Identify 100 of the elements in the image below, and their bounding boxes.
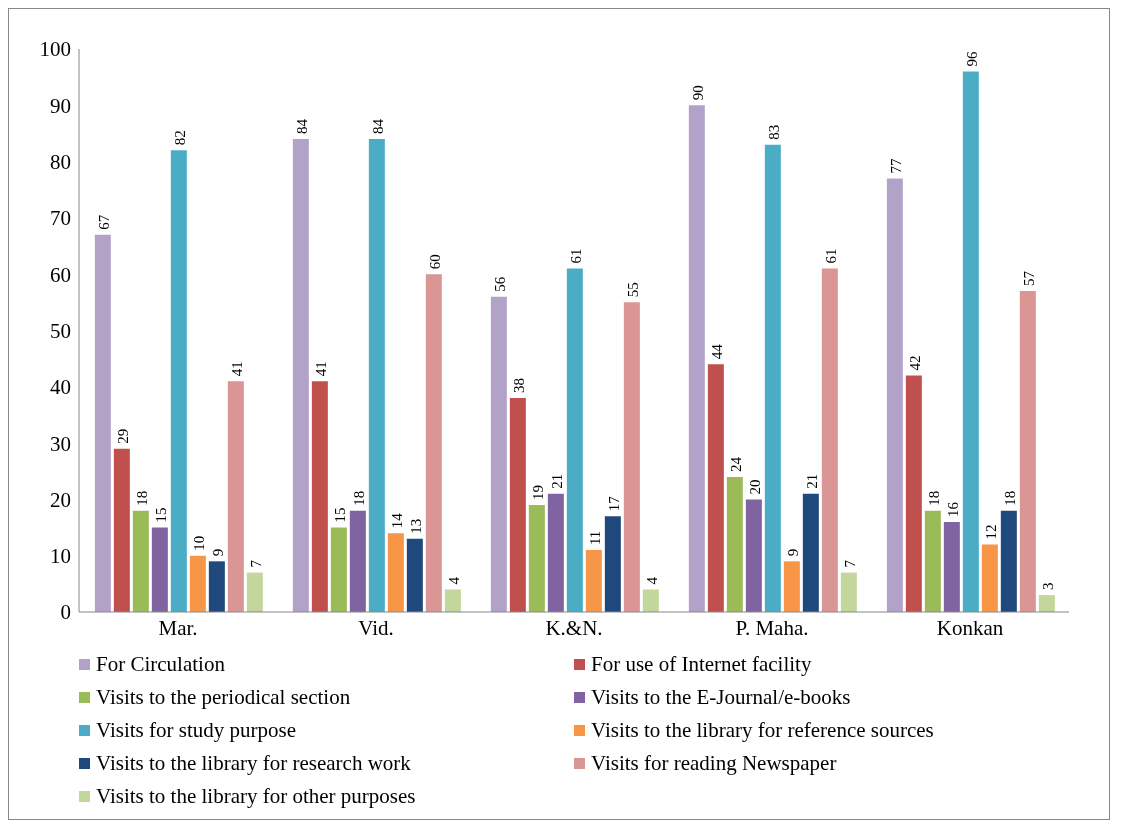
x-tick-label: Konkan — [936, 615, 1004, 640]
bar — [208, 561, 225, 612]
legend-label: Visits to the library for other purposes — [96, 784, 416, 809]
bar — [783, 561, 800, 612]
data-label: 61 — [822, 248, 839, 264]
bar — [330, 527, 347, 612]
data-label: 12 — [982, 524, 999, 540]
data-label: 55 — [624, 282, 641, 298]
data-label: 57 — [1020, 270, 1037, 287]
data-label: 16 — [944, 501, 961, 517]
bar — [585, 550, 602, 612]
bar — [707, 364, 724, 612]
data-label: 15 — [331, 507, 348, 523]
bar — [189, 555, 206, 612]
data-label: 14 — [388, 512, 405, 529]
data-label: 56 — [491, 276, 508, 292]
bar — [981, 544, 998, 612]
data-label: 15 — [152, 507, 169, 523]
data-label: 9 — [784, 548, 801, 557]
data-label: 7 — [841, 559, 858, 568]
data-label: 9 — [209, 548, 226, 557]
data-label: 61 — [567, 248, 584, 264]
data-label: 11 — [586, 530, 603, 546]
bar — [566, 268, 583, 612]
bar — [623, 302, 640, 612]
x-tick-label: P. Maha. — [735, 615, 809, 640]
bar — [425, 274, 442, 612]
bar — [490, 296, 507, 612]
data-label: 38 — [510, 378, 527, 394]
data-label: 18 — [350, 490, 367, 506]
bar — [547, 493, 564, 612]
bar — [509, 398, 526, 612]
bar — [764, 144, 781, 612]
x-tick-label: Mar. — [158, 615, 198, 640]
data-label: 13 — [407, 518, 424, 534]
bar — [227, 381, 244, 612]
legend-label: Visits to the periodical section — [96, 685, 351, 710]
data-label: 21 — [803, 473, 820, 489]
y-tick-label: 100 — [39, 37, 71, 62]
bar — [821, 268, 838, 612]
bar — [170, 150, 187, 612]
data-label: 41 — [312, 361, 329, 377]
bar — [745, 499, 762, 612]
data-label: 19 — [529, 485, 546, 501]
data-label: 90 — [689, 85, 706, 101]
bar — [886, 178, 903, 612]
bar — [688, 105, 705, 612]
legend-label: For Circulation — [96, 652, 225, 677]
data-label: 18 — [1001, 490, 1018, 506]
data-label: 77 — [887, 157, 904, 174]
x-tick-label: Vid. — [358, 615, 394, 640]
data-label: 84 — [369, 118, 386, 135]
y-tick-label: 10 — [50, 544, 71, 569]
bar — [444, 589, 461, 612]
y-tick-label: 30 — [50, 431, 71, 456]
bar — [642, 589, 659, 612]
bar — [246, 572, 263, 612]
bar — [387, 533, 404, 612]
bar — [292, 139, 309, 612]
data-label: 7 — [247, 559, 264, 568]
data-label: 21 — [548, 473, 565, 489]
bar — [1000, 510, 1017, 612]
data-label: 18 — [133, 490, 150, 506]
bar — [604, 516, 621, 612]
y-tick-label: 70 — [50, 206, 71, 231]
bar — [151, 527, 168, 612]
bar — [802, 493, 819, 612]
bar — [905, 375, 922, 612]
data-label: 84 — [293, 118, 310, 135]
y-tick-label: 90 — [50, 93, 71, 118]
y-tick-label: 80 — [50, 150, 71, 175]
data-label: 82 — [171, 130, 188, 146]
bar — [943, 521, 960, 612]
data-label: 44 — [708, 343, 725, 360]
legend-label: Visits to the library for reference sources — [591, 718, 934, 743]
legend-label: Visits to the E-Journal/e-books — [591, 685, 851, 710]
y-tick-label: 60 — [50, 262, 71, 287]
data-label: 41 — [228, 361, 245, 377]
bar — [1019, 291, 1036, 612]
data-label: 3 — [1039, 582, 1056, 591]
legend-label: Visits for reading Newspaper — [591, 751, 837, 776]
bar — [349, 510, 366, 612]
data-label: 67 — [95, 214, 112, 230]
data-label: 96 — [963, 51, 980, 67]
y-tick-label: 0 — [60, 600, 71, 625]
data-label: 60 — [426, 254, 443, 270]
bar — [113, 448, 130, 612]
data-label: 20 — [746, 479, 763, 495]
bar — [726, 476, 743, 612]
data-label: 10 — [190, 535, 207, 551]
data-label: 83 — [765, 124, 782, 140]
y-tick-label: 20 — [50, 487, 71, 512]
legend-label: Visits to the library for research work — [96, 751, 411, 776]
bar — [94, 234, 111, 612]
x-tick-label: K.&N. — [545, 615, 603, 640]
bar — [840, 572, 857, 612]
bar — [311, 381, 328, 612]
data-label: 4 — [445, 576, 462, 585]
bar — [962, 71, 979, 612]
bar — [528, 505, 545, 612]
